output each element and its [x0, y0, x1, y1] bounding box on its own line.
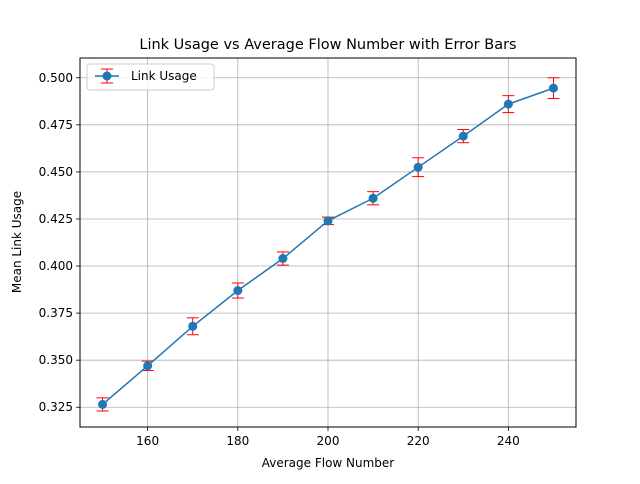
data-point	[458, 131, 468, 141]
y-tick-label: 0.400	[39, 259, 73, 273]
x-tick-label: 160	[136, 434, 159, 448]
data-point	[233, 286, 243, 296]
series-layer	[98, 83, 558, 409]
data-point	[548, 83, 558, 93]
data-point	[143, 361, 153, 371]
y-axis-ticks: 0.325 0.350 0.375 0.400 0.425 0.450 0.475 0.500	[39, 71, 80, 414]
y-tick-label: 0.375	[39, 306, 73, 320]
x-tick-label: 240	[497, 434, 520, 448]
data-point	[413, 162, 423, 172]
legend-box	[86, 63, 215, 91]
legend-marker-swatch	[102, 71, 112, 81]
chart-title: Link Usage vs Average Flow Number with E…	[139, 37, 516, 53]
x-tick-label: 180	[226, 434, 249, 448]
y-tick-label: 0.475	[39, 118, 73, 132]
data-point	[98, 399, 108, 409]
data-point	[503, 99, 513, 109]
legend-label: Link Usage	[131, 69, 197, 83]
y-axis-label: Mean Link Usage	[10, 191, 24, 293]
data-point	[323, 216, 333, 226]
data-point	[368, 193, 378, 203]
y-tick-label: 0.350	[39, 353, 73, 367]
data-point	[188, 321, 198, 331]
y-tick-label: 0.450	[39, 165, 73, 179]
x-axis-label: Average Flow Number	[262, 456, 395, 470]
y-tick-label: 0.325	[39, 400, 73, 414]
x-tick-label: 220	[407, 434, 430, 448]
y-tick-label: 0.500	[39, 71, 73, 85]
x-axis-ticks: 160 180 200 220 240	[136, 427, 520, 448]
legend: Link Usage	[86, 63, 215, 91]
y-tick-label: 0.425	[39, 212, 73, 226]
data-point	[278, 254, 288, 264]
x-tick-label: 200	[317, 434, 340, 448]
